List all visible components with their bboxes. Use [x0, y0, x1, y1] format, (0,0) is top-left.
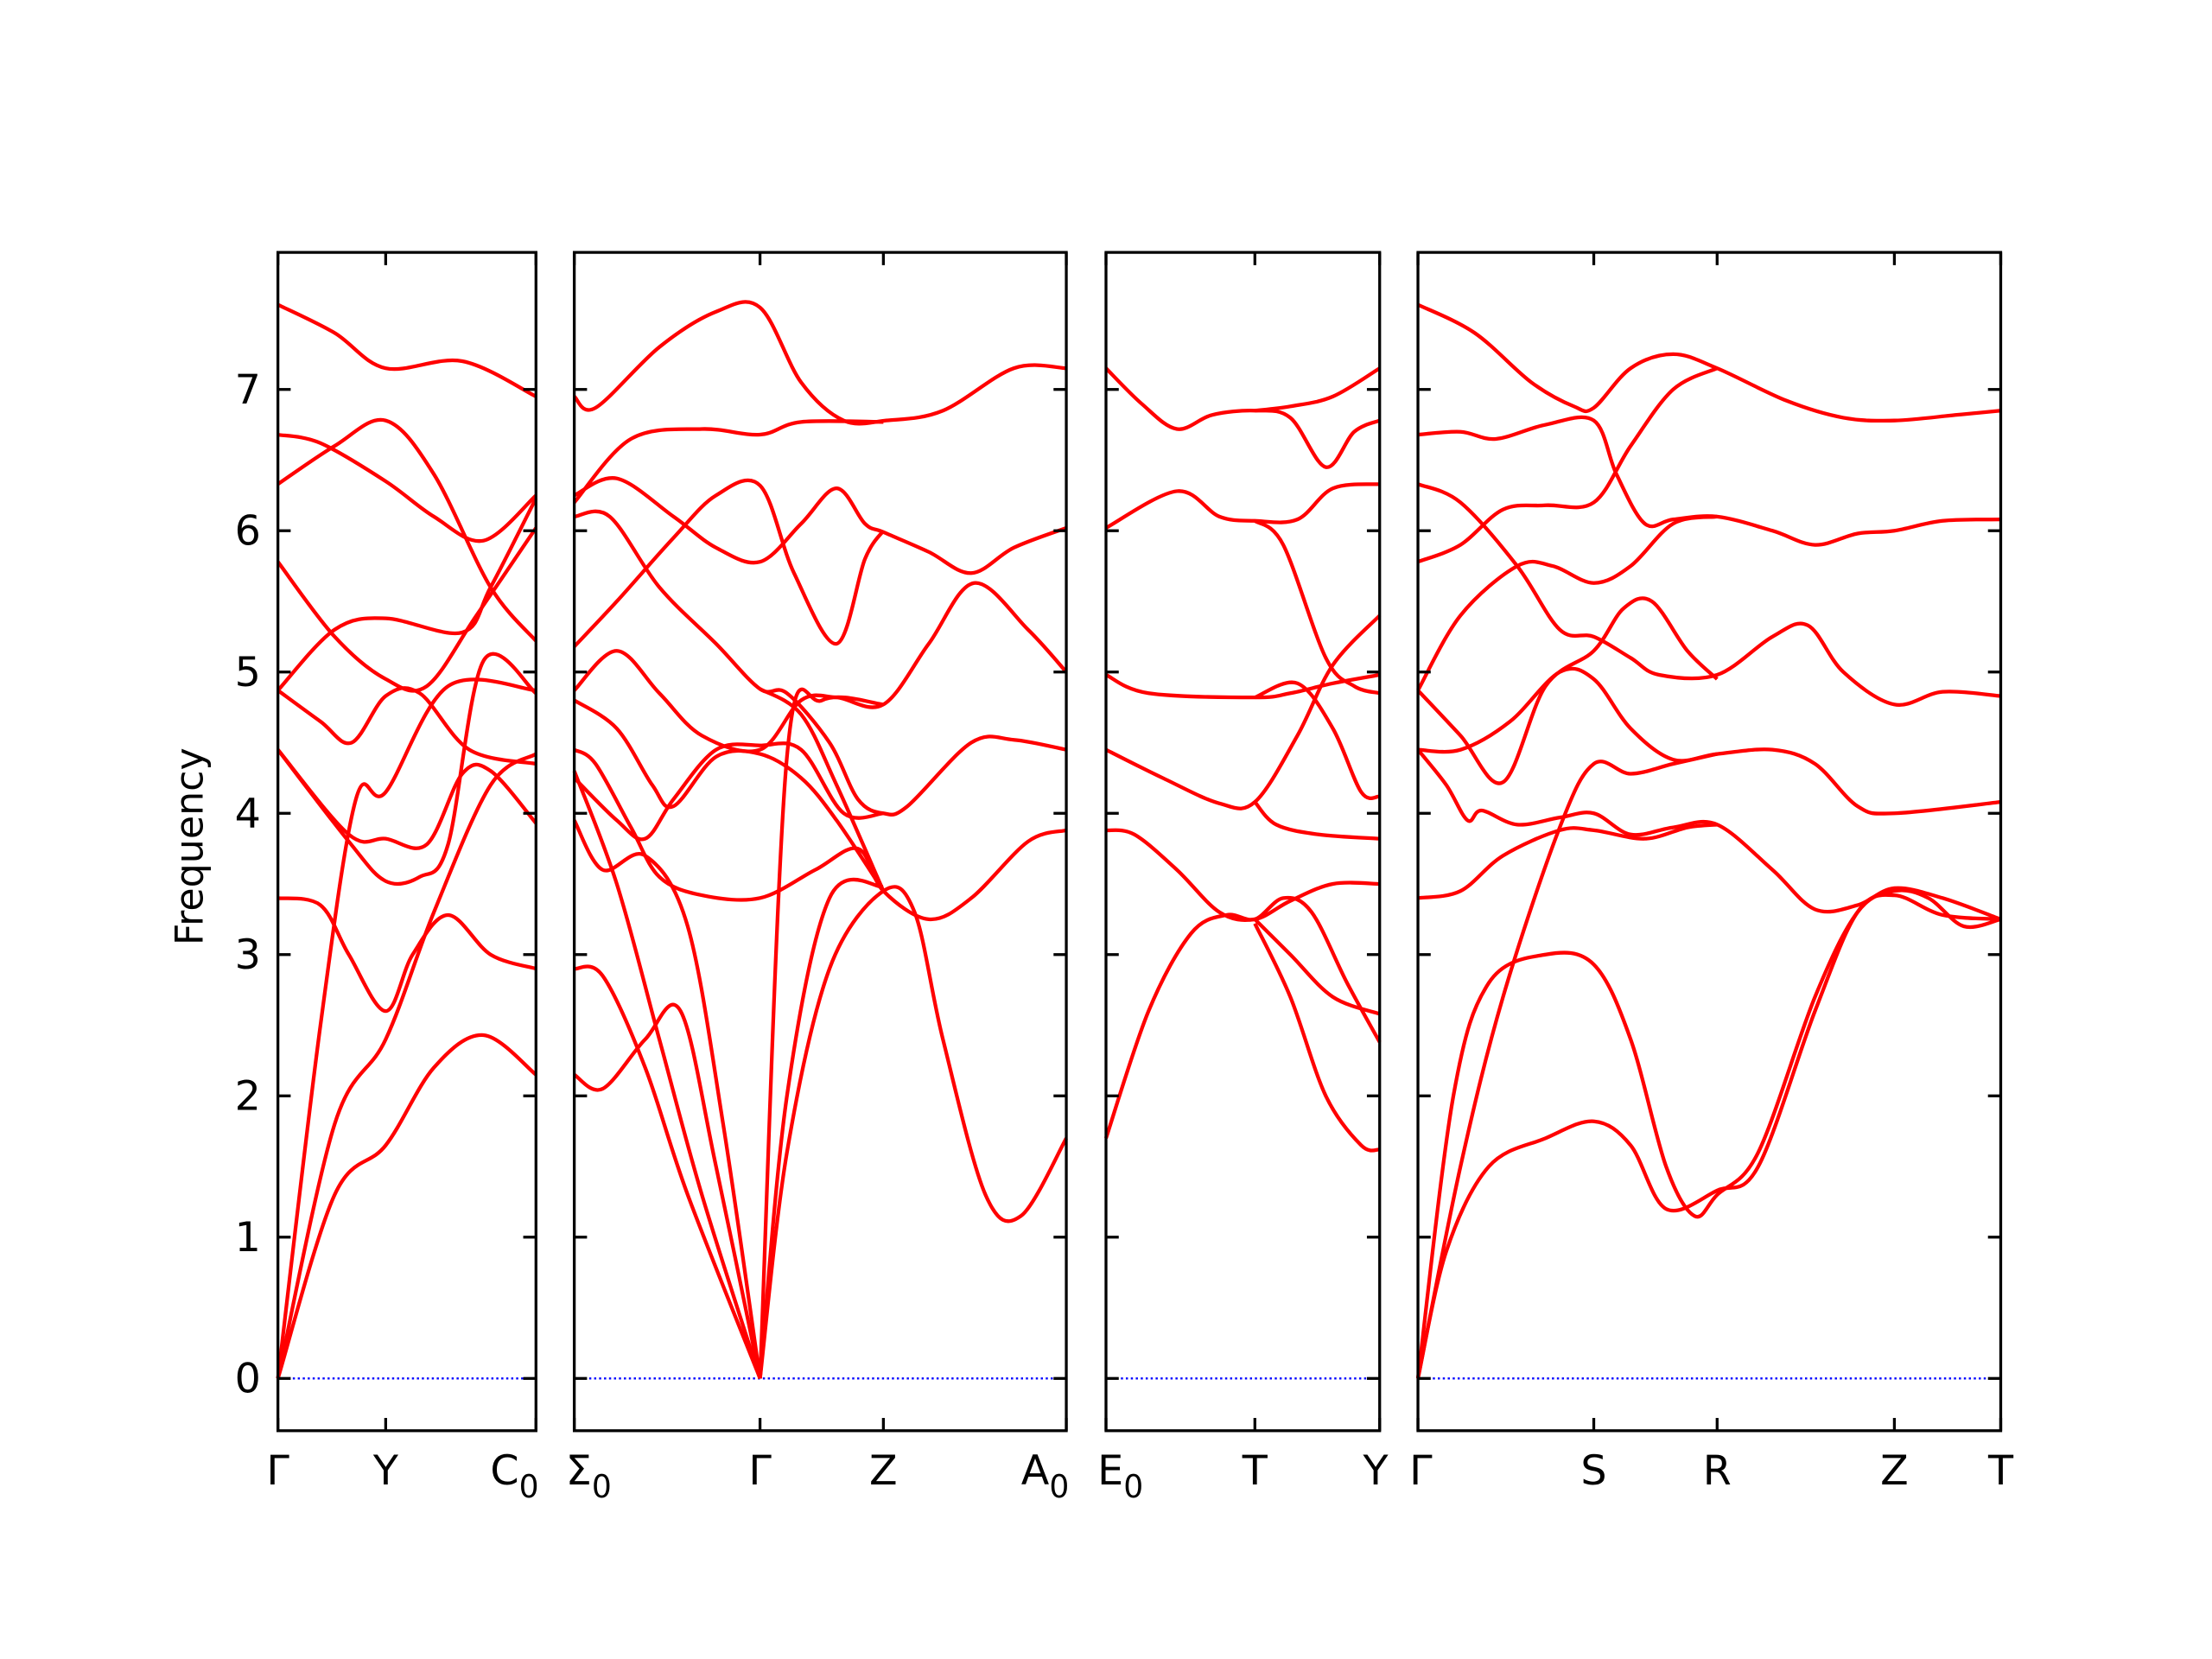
band-2-6 [573, 581, 1068, 753]
band-3-5 [1105, 672, 1381, 700]
band-4-12 [1415, 893, 2001, 1379]
x-tick-label-S: S [1580, 1447, 1606, 1495]
band-2-11 [572, 770, 762, 1379]
band-3-6 [1254, 680, 1381, 800]
band-2-17 [759, 687, 886, 893]
x-tick-label-Z: Z [869, 1447, 898, 1495]
band-2-1 [573, 300, 1067, 426]
y-tick-label-5: 5 [235, 649, 261, 696]
y-tick-label-3: 3 [235, 931, 261, 979]
band-2-7 [573, 698, 886, 893]
band-3-11 [1103, 895, 1382, 1140]
band-3-12 [1253, 922, 1381, 1153]
band-2-3 [573, 476, 1067, 575]
band-2-14 [573, 1002, 762, 1379]
y-tick-label-4: 4 [235, 791, 261, 838]
y-tick-label-6: 6 [235, 508, 261, 556]
x-tick-label-Γ: Γ [748, 1447, 772, 1495]
band-1-8 [276, 748, 537, 850]
x-tick-label-Γ: Γ [1409, 1447, 1433, 1495]
band-1-1 [276, 302, 537, 398]
band-1-12 [276, 1033, 537, 1379]
band-2-9 [573, 747, 1067, 922]
band-2-4 [573, 478, 886, 648]
band-2-13 [574, 964, 762, 1380]
band-1-2 [277, 432, 537, 543]
band-4-2 [1417, 415, 2001, 547]
panel-4-frame [1416, 251, 2003, 1433]
x-tick-label-C0: C0 [490, 1447, 538, 1505]
band-3-8 [1253, 800, 1380, 841]
band-4-10 [1415, 752, 1718, 1379]
band-4-6 [1416, 596, 1719, 785]
band-2-16 [758, 687, 884, 1379]
x-tick-label-Y: Y [372, 1447, 399, 1495]
band-3-10 [1253, 918, 1381, 1016]
x-tick-label-subscript: 0 [1123, 1468, 1143, 1505]
x-tick-label-Γ: Γ [266, 1447, 289, 1495]
band-1-4 [276, 526, 538, 693]
band-1-5 [276, 497, 538, 692]
band-1-3 [276, 417, 537, 643]
x-tick-label-Σ0: Σ0 [566, 1447, 612, 1505]
band-4-9 [1417, 823, 1718, 900]
x-tick-label-subscript: 0 [519, 1468, 539, 1505]
band-3-2 [1255, 366, 1381, 413]
band-2-8 [573, 741, 884, 842]
y-tick-label-7: 7 [235, 366, 261, 414]
x-tick-label-Y: Y [1362, 1447, 1389, 1495]
band-3-9 [1105, 828, 1380, 922]
y-tick-label-0: 0 [235, 1356, 261, 1403]
panel-2-frame [572, 251, 1068, 1433]
band-2-10 [572, 819, 762, 1379]
band-4-7 [1417, 666, 2001, 816]
x-tick-label-E0: E0 [1097, 1447, 1143, 1505]
band-2-5 [574, 509, 1067, 817]
x-tick-label-Z: Z [1880, 1447, 1909, 1495]
x-tick-label-T: T [1242, 1447, 1268, 1495]
band-4-4 [1417, 366, 1719, 564]
panel-1-frame [276, 251, 537, 1433]
y-tick-label-2: 2 [235, 1073, 261, 1121]
x-tick-label-A0: A0 [1021, 1447, 1070, 1505]
band-2-12 [758, 885, 1068, 1379]
band-3-7 [1105, 613, 1382, 810]
x-tick-label-subscript: 0 [592, 1468, 612, 1505]
band-4-5 [1416, 514, 1718, 692]
band-1-10 [276, 677, 537, 1379]
x-tick-label-subscript: 0 [1049, 1468, 1069, 1505]
y-tick-label-1: 1 [235, 1214, 261, 1262]
y-axis-label: Frequency [168, 747, 213, 945]
band-3-1 [1104, 366, 1381, 469]
x-tick-label-T: T [1987, 1447, 2014, 1495]
band-1-9 [277, 896, 537, 1014]
band-4-11 [1415, 888, 2002, 1379]
panel-3-frame [1104, 251, 1382, 1433]
band-1-6 [276, 686, 537, 766]
band-4-1 [1417, 302, 2001, 423]
band-3-3 [1104, 482, 1380, 530]
band-1-11 [276, 752, 537, 1379]
band-2-2 [573, 419, 884, 504]
x-tick-label-R: R [1703, 1447, 1732, 1495]
band-3-4 [1253, 518, 1381, 696]
band-2-15 [758, 877, 884, 1379]
